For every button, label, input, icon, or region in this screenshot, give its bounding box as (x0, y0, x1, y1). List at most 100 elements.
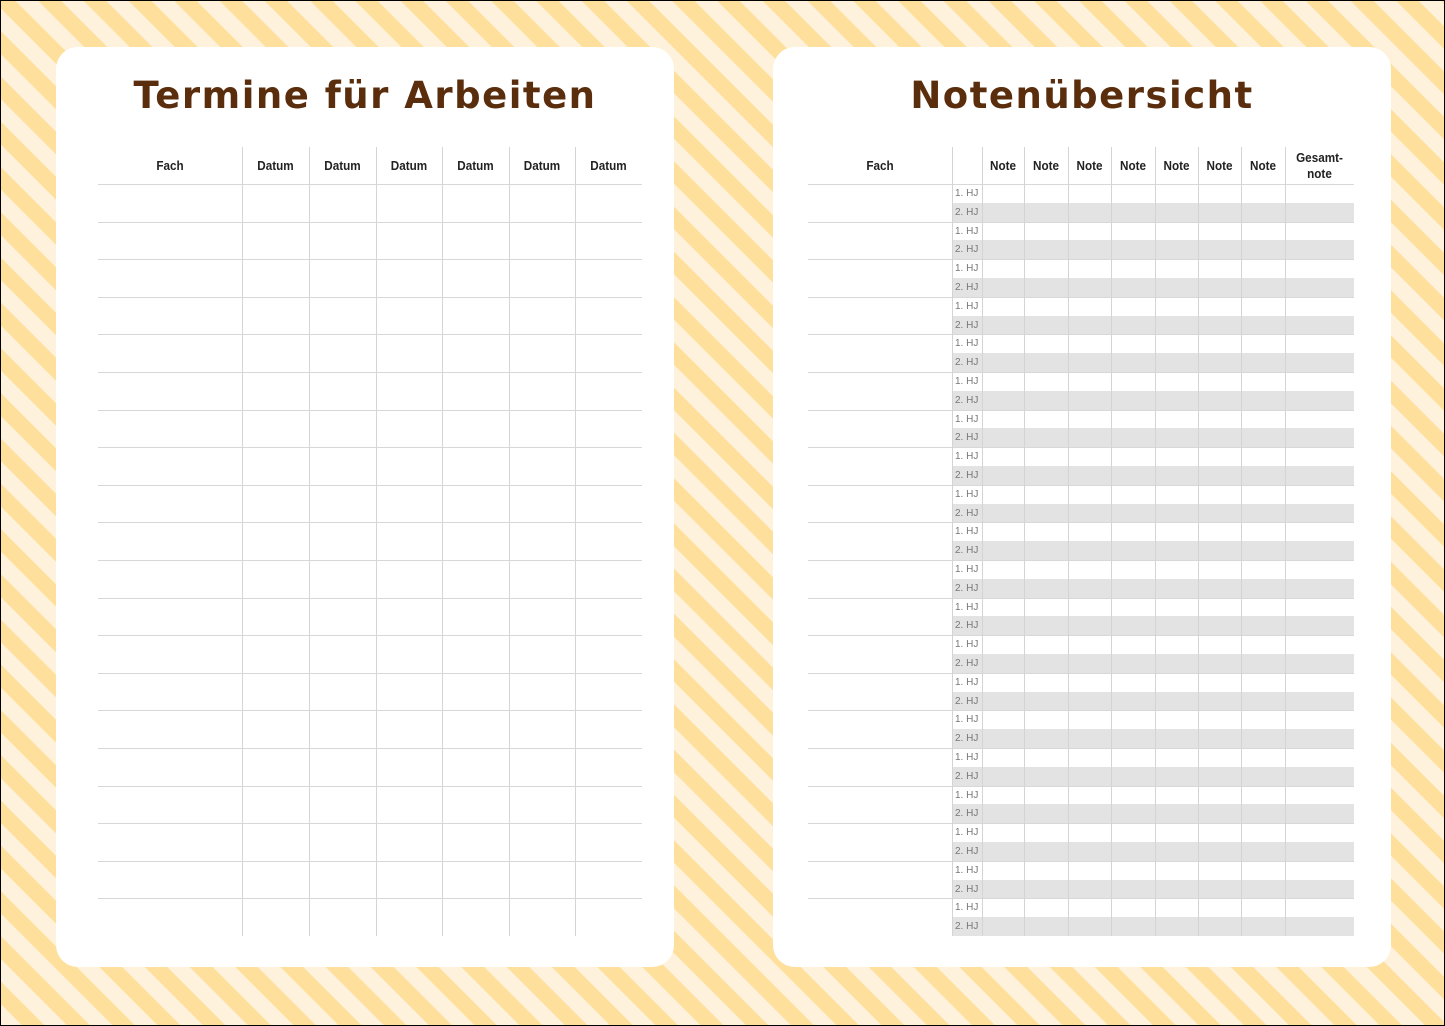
grade-cell[interactable] (1068, 485, 1111, 504)
grade-cell[interactable] (1111, 616, 1155, 635)
grade-cell[interactable] (1068, 767, 1111, 786)
grade-cell[interactable] (1111, 692, 1155, 711)
table-cell[interactable] (242, 710, 309, 748)
grade-cell[interactable] (982, 748, 1024, 767)
table-cell[interactable] (376, 410, 442, 448)
grade-cell[interactable] (1024, 635, 1068, 654)
table-cell[interactable] (309, 334, 376, 372)
grade-cell[interactable] (1241, 804, 1285, 823)
table-cell[interactable] (509, 898, 575, 936)
grade-cell[interactable] (1068, 278, 1111, 297)
table-cell[interactable] (509, 635, 575, 673)
grade-cell[interactable] (982, 522, 1024, 541)
table-cell[interactable] (98, 560, 242, 598)
table-cell[interactable] (442, 823, 509, 861)
table-cell[interactable] (242, 522, 309, 560)
grade-cell[interactable] (1241, 485, 1285, 504)
grade-cell[interactable] (1024, 579, 1068, 598)
table-cell[interactable] (442, 598, 509, 636)
table-cell[interactable] (98, 447, 242, 485)
grade-cell[interactable] (1024, 391, 1068, 410)
grade-cell[interactable] (1155, 917, 1198, 936)
grade-cell[interactable] (1155, 259, 1198, 278)
table-cell[interactable] (98, 898, 242, 936)
table-cell[interactable] (575, 823, 642, 861)
grade-cell[interactable] (1155, 466, 1198, 485)
table-cell[interactable] (98, 861, 242, 899)
table-cell[interactable] (509, 823, 575, 861)
table-cell[interactable] (575, 748, 642, 786)
grade-cell[interactable] (982, 259, 1024, 278)
table-cell[interactable] (575, 710, 642, 748)
grade-cell[interactable] (982, 598, 1024, 617)
table-cell[interactable] (242, 485, 309, 523)
grade-cell[interactable] (1198, 485, 1241, 504)
grade-cell[interactable] (1285, 447, 1354, 466)
grade-cell[interactable] (1155, 353, 1198, 372)
grade-cell[interactable] (1068, 673, 1111, 692)
grade-cell[interactable] (1155, 786, 1198, 805)
grade-cell[interactable] (1111, 203, 1155, 222)
grade-cell[interactable] (1068, 654, 1111, 673)
grade-cell[interactable] (1068, 729, 1111, 748)
table-cell[interactable] (575, 522, 642, 560)
grade-cell[interactable] (982, 880, 1024, 899)
grade-cell[interactable] (1111, 710, 1155, 729)
grade-cell[interactable] (1111, 447, 1155, 466)
table-cell[interactable] (442, 297, 509, 335)
grade-cell[interactable] (1068, 353, 1111, 372)
grade-cell[interactable] (1068, 898, 1111, 917)
grade-cell[interactable] (1285, 917, 1354, 936)
grade-cell[interactable] (1198, 428, 1241, 447)
table-cell[interactable] (309, 485, 376, 523)
grade-cell[interactable] (1155, 842, 1198, 861)
table-cell[interactable] (376, 823, 442, 861)
grade-cell[interactable] (1111, 804, 1155, 823)
table-cell[interactable] (309, 410, 376, 448)
grade-cell[interactable] (1285, 673, 1354, 692)
table-cell[interactable] (509, 560, 575, 598)
grade-cell[interactable] (1155, 635, 1198, 654)
grade-cell[interactable] (1198, 598, 1241, 617)
grade-cell[interactable] (1198, 748, 1241, 767)
grade-cell[interactable] (1111, 240, 1155, 259)
grade-cell[interactable] (1111, 391, 1155, 410)
grade-cell[interactable] (982, 541, 1024, 560)
table-cell[interactable] (309, 222, 376, 260)
grade-cell[interactable] (1241, 729, 1285, 748)
table-cell[interactable] (309, 297, 376, 335)
grade-cell[interactable] (1241, 635, 1285, 654)
table-cell[interactable] (509, 184, 575, 222)
grade-cell[interactable] (1285, 203, 1354, 222)
grade-cell[interactable] (1024, 522, 1068, 541)
grade-cell[interactable] (1285, 804, 1354, 823)
grade-cell[interactable] (1024, 184, 1068, 203)
grade-cell[interactable] (1111, 598, 1155, 617)
grade-cell[interactable] (1241, 917, 1285, 936)
table-cell[interactable] (376, 710, 442, 748)
table-cell[interactable] (242, 748, 309, 786)
grade-cell[interactable] (1155, 710, 1198, 729)
table-cell[interactable] (242, 823, 309, 861)
grade-cell[interactable] (1111, 917, 1155, 936)
grade-cell[interactable] (1155, 410, 1198, 429)
table-cell[interactable] (98, 485, 242, 523)
grade-cell[interactable] (1024, 240, 1068, 259)
grade-cell[interactable] (1241, 334, 1285, 353)
grade-cell[interactable] (982, 203, 1024, 222)
grade-cell[interactable] (982, 842, 1024, 861)
grade-cell[interactable] (1198, 447, 1241, 466)
grade-cell[interactable] (1198, 880, 1241, 899)
table-cell[interactable] (309, 447, 376, 485)
grade-cell[interactable] (1198, 240, 1241, 259)
grade-cell[interactable] (982, 297, 1024, 316)
table-cell[interactable] (242, 184, 309, 222)
grade-cell[interactable] (1285, 259, 1354, 278)
table-cell[interactable] (442, 259, 509, 297)
grade-cell[interactable] (1198, 804, 1241, 823)
table-cell[interactable] (575, 598, 642, 636)
grade-cell[interactable] (1024, 748, 1068, 767)
grade-cell[interactable] (1068, 410, 1111, 429)
grade-cell[interactable] (1198, 767, 1241, 786)
grade-cell[interactable] (1155, 428, 1198, 447)
